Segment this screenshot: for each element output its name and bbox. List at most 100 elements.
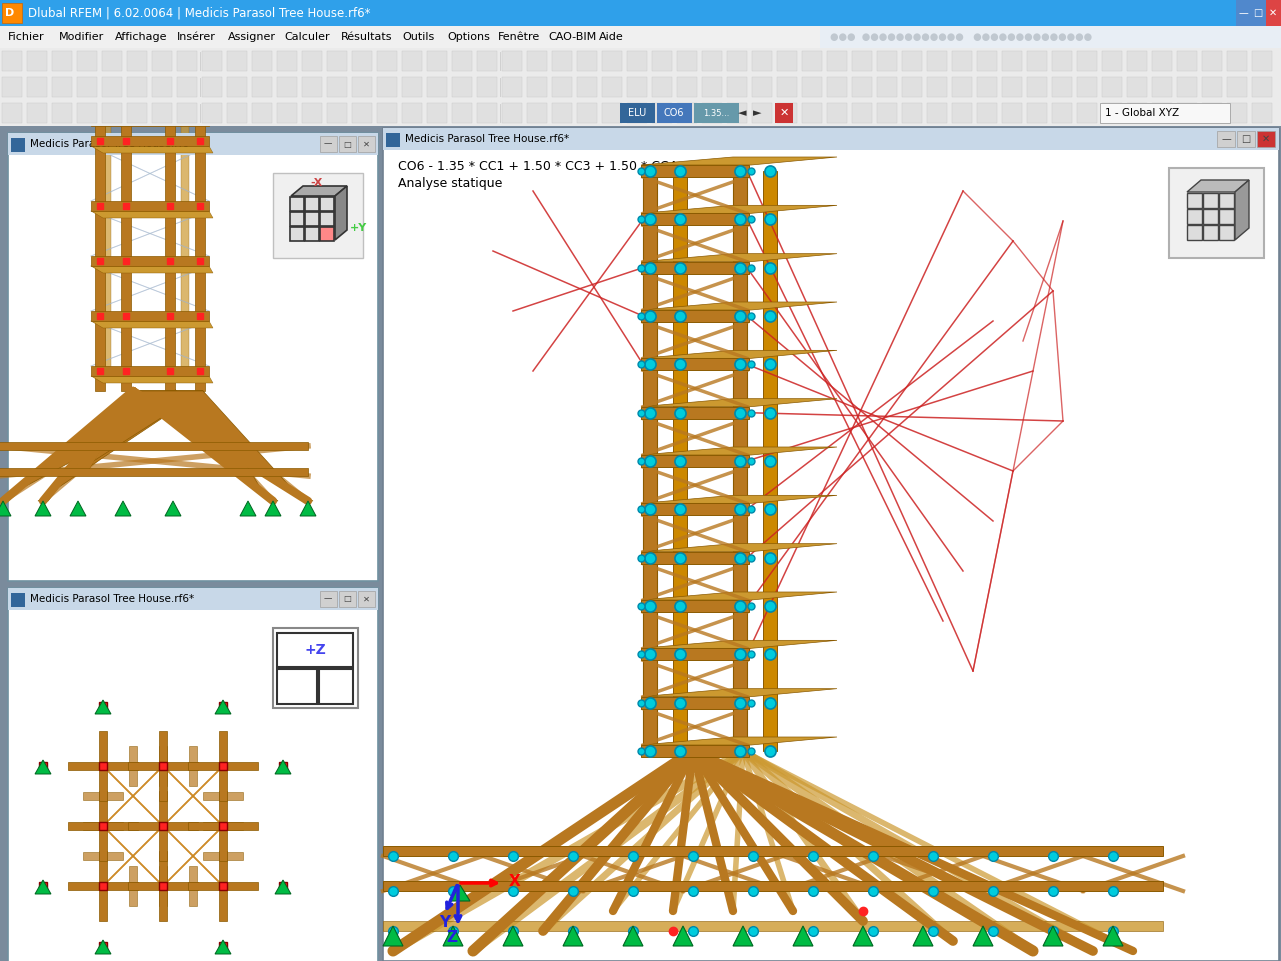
Bar	[1187, 209, 1202, 224]
Bar	[477, 77, 497, 97]
Bar	[977, 103, 997, 123]
Bar	[626, 77, 647, 97]
Bar	[1052, 103, 1072, 123]
Text: CO6: CO6	[664, 108, 684, 118]
Text: 1.35...: 1.35...	[703, 109, 729, 117]
Bar	[1202, 103, 1222, 123]
Bar	[673, 171, 687, 751]
Bar	[352, 51, 371, 71]
Bar	[99, 791, 108, 861]
Polygon shape	[1103, 926, 1123, 946]
Bar	[702, 103, 722, 123]
Text: —: —	[1221, 134, 1231, 144]
Bar	[188, 882, 257, 890]
Polygon shape	[640, 399, 836, 407]
Bar	[383, 128, 1278, 961]
Bar	[1217, 131, 1235, 147]
Polygon shape	[1043, 926, 1063, 946]
Polygon shape	[91, 321, 213, 328]
Bar	[643, 171, 657, 751]
Bar	[159, 746, 167, 786]
Bar	[640, 310, 749, 322]
Bar	[452, 51, 471, 71]
Bar	[27, 103, 47, 123]
Bar	[91, 311, 209, 321]
Bar	[927, 103, 947, 123]
Bar	[877, 103, 897, 123]
Polygon shape	[91, 101, 223, 114]
Text: ●●●  ●●●●●●●●●●●●   ●●●●●●●●●●●●●●: ●●● ●●●●●●●●●●●● ●●●●●●●●●●●●●●	[830, 32, 1093, 42]
Bar	[733, 171, 747, 751]
Polygon shape	[383, 926, 404, 946]
Bar	[752, 51, 772, 71]
Text: +Z: +Z	[304, 643, 325, 657]
Bar	[952, 77, 972, 97]
Text: Z: Z	[446, 930, 457, 946]
Bar	[640, 504, 749, 515]
Bar	[477, 103, 497, 123]
Polygon shape	[91, 146, 213, 153]
Bar	[0, 48, 1281, 74]
Bar	[0, 26, 1281, 48]
Bar	[526, 77, 547, 97]
Polygon shape	[165, 501, 181, 516]
Bar	[1227, 77, 1246, 97]
Bar	[219, 851, 227, 921]
Bar	[778, 51, 797, 71]
Polygon shape	[564, 926, 583, 946]
Bar	[552, 77, 573, 97]
Bar	[1236, 0, 1252, 26]
Bar	[152, 51, 172, 71]
Text: Medicis Parasol Tree House.rf6*: Medicis Parasol Tree House.rf6*	[405, 134, 569, 144]
Bar	[357, 591, 375, 607]
Bar	[227, 77, 247, 97]
Text: CAO-BIM: CAO-BIM	[548, 32, 597, 42]
Bar	[177, 103, 197, 123]
Bar	[177, 51, 197, 71]
Bar	[1170, 168, 1264, 258]
Bar	[377, 103, 397, 123]
Polygon shape	[38, 391, 202, 501]
Bar	[320, 591, 337, 607]
Bar	[752, 103, 772, 123]
Bar	[127, 103, 147, 123]
Bar	[320, 197, 334, 211]
Bar	[165, 121, 175, 391]
Bar	[290, 197, 304, 211]
Text: X: X	[509, 874, 521, 889]
Bar	[977, 77, 997, 97]
Bar	[452, 103, 471, 123]
Bar	[952, 51, 972, 71]
Bar	[252, 103, 272, 123]
Bar	[640, 261, 749, 274]
Polygon shape	[240, 501, 256, 516]
Bar	[188, 762, 257, 770]
Bar	[8, 588, 378, 610]
Bar	[640, 455, 749, 467]
Bar	[83, 822, 123, 830]
Bar	[320, 212, 334, 226]
Bar	[1077, 51, 1097, 71]
Polygon shape	[78, 391, 202, 471]
Bar	[927, 77, 947, 97]
Polygon shape	[133, 391, 313, 501]
Bar	[339, 136, 356, 152]
Bar	[339, 591, 356, 607]
Bar	[502, 77, 521, 97]
Polygon shape	[913, 926, 933, 946]
Bar	[1100, 103, 1230, 123]
Bar	[652, 77, 673, 97]
Bar	[626, 103, 647, 123]
Bar	[676, 103, 697, 123]
Bar	[802, 77, 822, 97]
Text: ✕: ✕	[779, 108, 789, 118]
Bar	[952, 103, 972, 123]
Text: Modifier: Modifier	[59, 32, 104, 42]
Bar	[290, 227, 304, 241]
Bar	[159, 851, 167, 921]
Bar	[152, 103, 172, 123]
Bar	[27, 77, 47, 97]
Bar	[852, 103, 872, 123]
Bar	[1127, 77, 1146, 97]
Polygon shape	[91, 376, 213, 383]
